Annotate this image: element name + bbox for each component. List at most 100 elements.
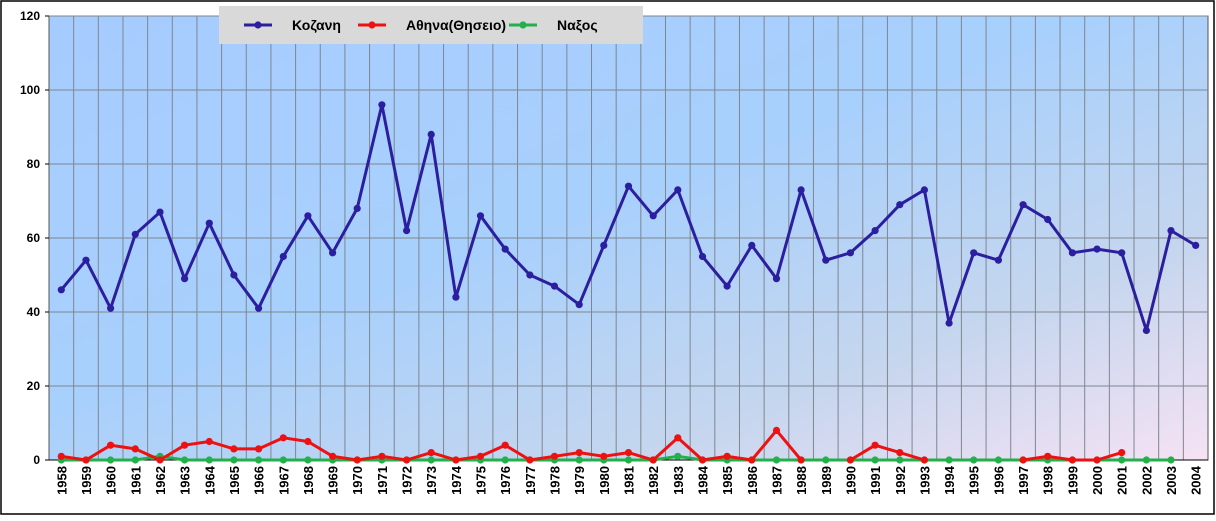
data-point <box>871 441 879 449</box>
data-point <box>698 252 707 261</box>
data-point <box>427 456 435 464</box>
data-point <box>1118 456 1126 464</box>
x-tick-label: 1990 <box>843 466 858 495</box>
data-point <box>970 249 978 257</box>
x-tick-label: 1979 <box>572 466 587 495</box>
data-point <box>82 256 90 264</box>
data-point <box>920 186 929 194</box>
legend-label: Κοζανη <box>292 17 341 33</box>
data-point <box>107 304 115 312</box>
legend: Κοζανη Αθηνα(Θησειο) Ναξος <box>219 6 643 44</box>
data-point <box>526 456 534 464</box>
x-tick-label: 2000 <box>1090 466 1105 495</box>
data-point <box>255 445 263 453</box>
data-point <box>304 212 312 220</box>
data-point <box>600 241 608 249</box>
y-axis: 0 20 40 60 80 100 120 <box>20 9 49 467</box>
data-point <box>1044 452 1052 460</box>
x-tick-label: 1987 <box>769 466 784 495</box>
x-tick-label: 1965 <box>227 466 242 495</box>
x-tick-label: 1993 <box>917 466 932 495</box>
x-tick-label: 1958 <box>54 466 69 495</box>
data-point <box>772 456 781 464</box>
x-tick-label: 1988 <box>794 466 809 495</box>
data-point <box>427 130 435 138</box>
data-point <box>1044 215 1052 224</box>
y-tick-label: 100 <box>20 83 40 97</box>
data-point <box>329 452 337 460</box>
x-tick-label: 1959 <box>79 466 94 495</box>
data-point <box>501 441 509 449</box>
legend-marker-dot <box>519 21 527 29</box>
data-point <box>674 434 682 442</box>
data-point <box>624 456 633 464</box>
data-point <box>748 241 756 249</box>
y-tick-label: 20 <box>27 379 41 393</box>
data-point <box>550 282 559 290</box>
legend-label: Αθηνα(Θησειο) <box>406 17 506 33</box>
data-point <box>329 249 337 257</box>
data-point <box>57 452 65 460</box>
data-point <box>1142 326 1150 335</box>
data-point <box>994 456 1003 464</box>
y-tick-label: 80 <box>27 157 41 171</box>
legend-label: Ναξος <box>557 17 598 33</box>
x-tick-label: 2003 <box>1164 466 1179 495</box>
data-point <box>279 434 287 442</box>
x-tick-label: 1991 <box>868 466 883 495</box>
data-point <box>1019 456 1027 464</box>
x-tick-label: 2001 <box>1115 466 1130 495</box>
data-point <box>476 212 485 220</box>
data-point <box>1167 227 1175 235</box>
data-point <box>82 456 90 464</box>
data-point <box>452 293 460 301</box>
data-point <box>1068 456 1076 464</box>
x-tick-label: 1995 <box>967 466 982 495</box>
x-tick-label: 1969 <box>326 466 341 495</box>
series-1 <box>57 426 1126 464</box>
data-point <box>526 271 534 279</box>
data-point <box>550 452 559 460</box>
data-point <box>279 252 287 261</box>
data-point <box>205 456 213 464</box>
data-point <box>797 186 805 194</box>
data-point <box>181 456 189 464</box>
data-point <box>1167 456 1175 464</box>
x-tick-label: 1968 <box>301 466 316 495</box>
data-point <box>575 449 583 457</box>
data-point <box>1093 456 1101 464</box>
x-tick-label: 1978 <box>548 466 563 495</box>
data-point <box>378 452 386 460</box>
data-point <box>772 275 781 283</box>
data-point <box>378 101 386 109</box>
data-point <box>797 456 805 464</box>
data-point <box>970 456 978 464</box>
data-point <box>846 456 855 464</box>
x-axis: 1958 1959 1960 1961 1962 1963 1964 1965 1966 1967… <box>49 459 1208 495</box>
data-point <box>624 449 633 457</box>
data-point <box>476 452 485 460</box>
x-tick-label: 1964 <box>202 465 217 495</box>
data-point <box>1068 249 1076 257</box>
x-tick-label: 1985 <box>720 466 735 495</box>
data-point <box>452 456 460 464</box>
data-point <box>575 456 583 464</box>
data-point <box>230 271 238 279</box>
data-point <box>649 456 657 464</box>
y-tick-label: 0 <box>33 453 40 467</box>
series-0 <box>57 101 1200 335</box>
data-point <box>304 437 312 446</box>
legend-marker-dot <box>368 21 376 29</box>
data-point <box>107 456 115 464</box>
data-point <box>1118 249 1126 257</box>
x-tick-label: 1992 <box>893 466 908 495</box>
x-tick-label: 1975 <box>474 466 489 495</box>
data-point <box>205 437 213 446</box>
data-point <box>674 452 682 460</box>
x-tick-label: 2002 <box>1139 466 1154 495</box>
x-tick-label: 1970 <box>350 466 365 495</box>
data-point <box>748 456 756 464</box>
data-point <box>107 441 115 449</box>
data-point <box>353 204 361 212</box>
data-point <box>353 456 361 464</box>
